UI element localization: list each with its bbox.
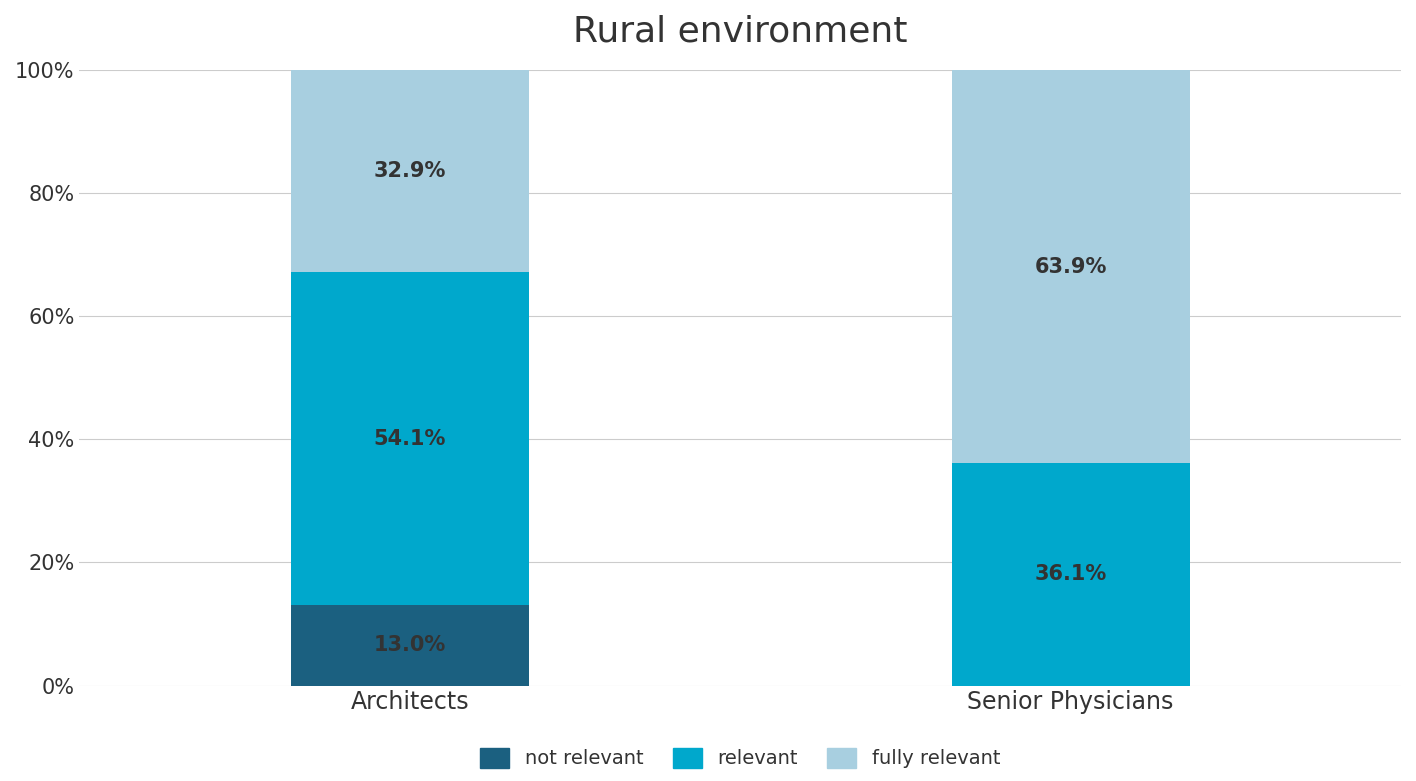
Bar — [952, 70, 1189, 463]
Bar — [290, 70, 528, 273]
Legend: not relevant, relevant, fully relevant: not relevant, relevant, fully relevant — [480, 747, 1000, 769]
Text: 36.1%: 36.1% — [1035, 565, 1107, 584]
Title: Rural environment: Rural environment — [573, 15, 908, 49]
Text: 63.9%: 63.9% — [1035, 256, 1107, 276]
Text: 32.9%: 32.9% — [374, 161, 446, 181]
Bar — [290, 605, 528, 686]
Text: 54.1%: 54.1% — [374, 429, 446, 449]
Bar — [290, 273, 528, 605]
Text: 13.0%: 13.0% — [374, 636, 446, 655]
Bar — [952, 463, 1189, 686]
